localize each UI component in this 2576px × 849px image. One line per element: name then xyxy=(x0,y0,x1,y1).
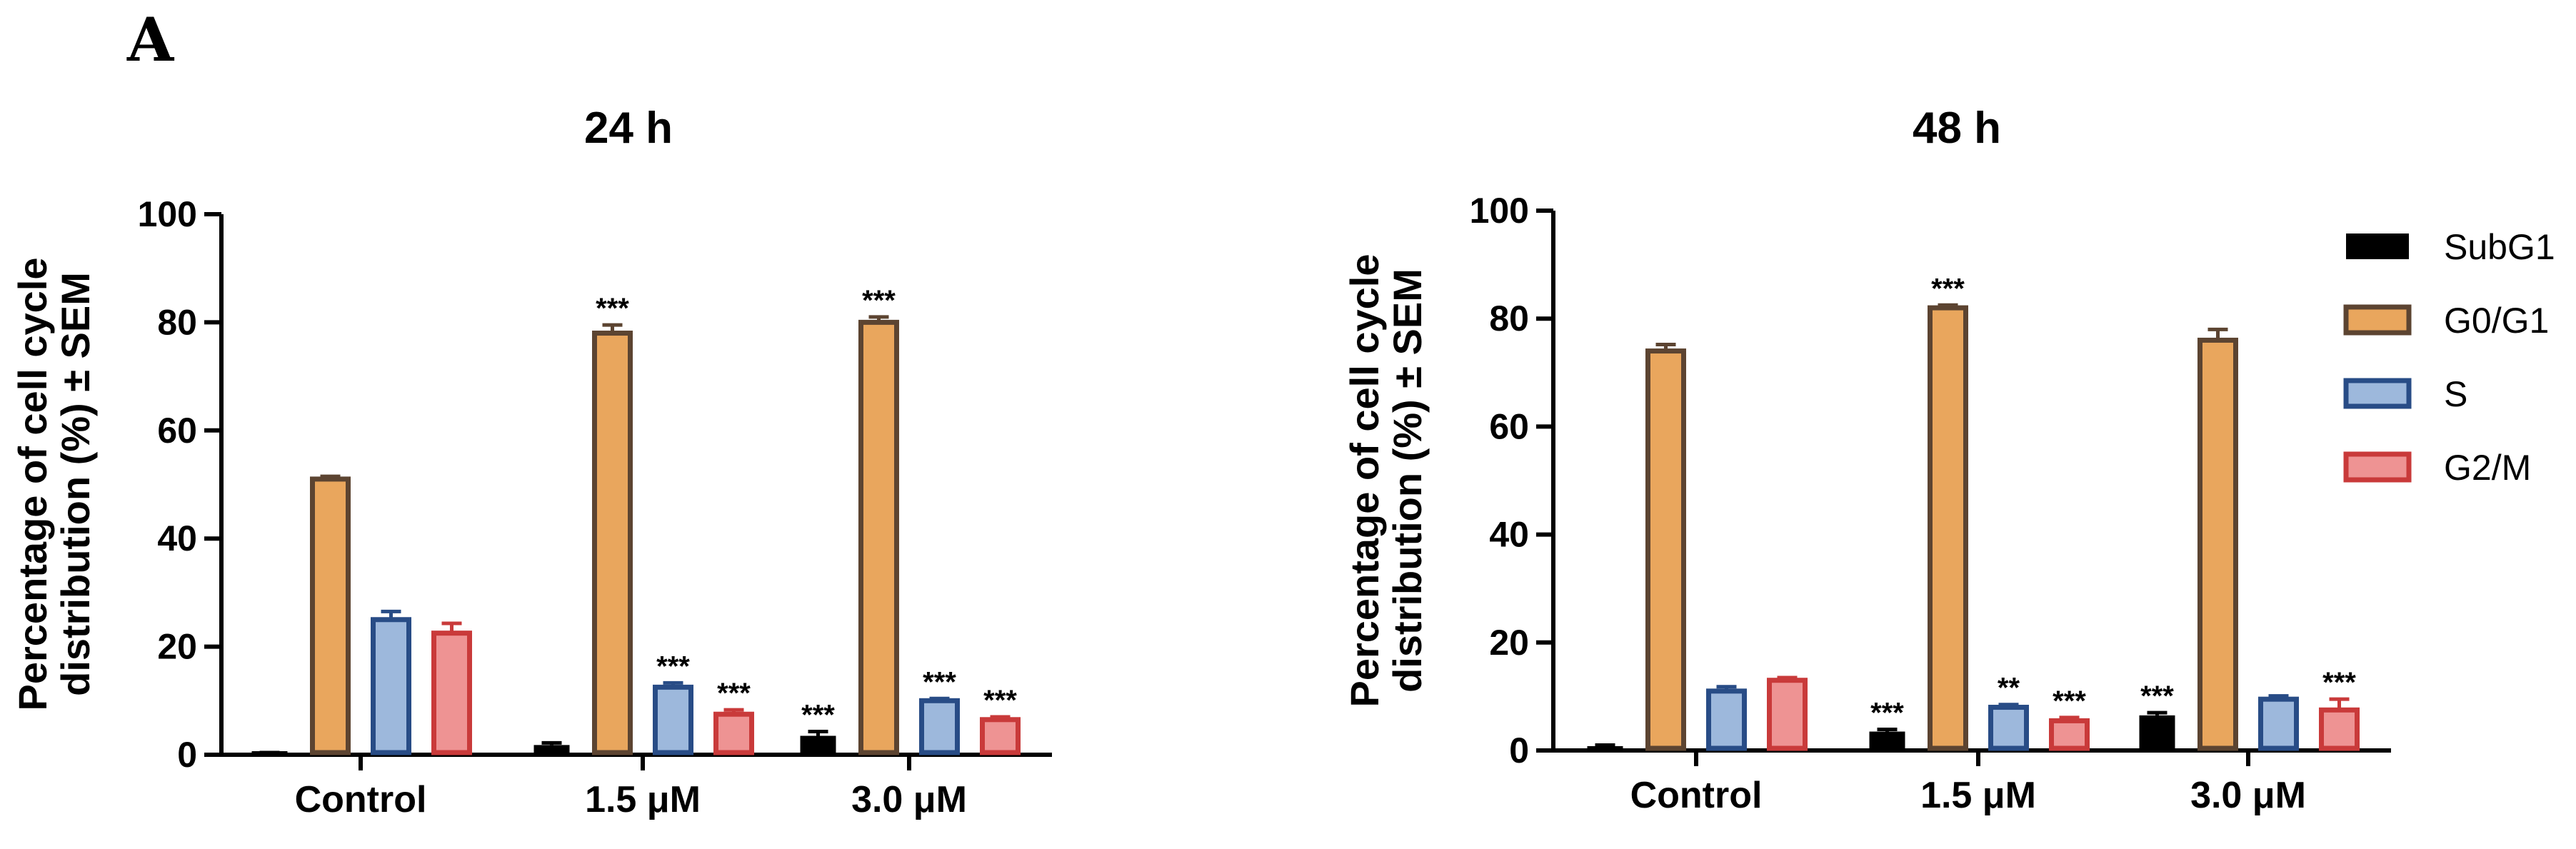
bar-subg1-3-0-m xyxy=(2139,715,2175,748)
bar-g2-m-1-5-m xyxy=(2049,718,2090,751)
y-tick-label: 40 xyxy=(1489,515,1529,555)
y-axis-label-line-1: Percentage of cell cycle xyxy=(1342,253,1387,707)
bar-subg1-control xyxy=(1587,745,1623,748)
bar-g0-g1-1-5-m xyxy=(1928,305,1968,751)
x-tick-label-1-5-m: 1.5 μM xyxy=(1920,775,2036,816)
legend-label-g2-m: G2/M xyxy=(2444,448,2531,488)
y-axis-label-line-2: distribution (%) ± SEM xyxy=(1385,268,1430,693)
legend: SubG1 G0/G1 S G2/M xyxy=(2343,227,2555,488)
significance-label: *** xyxy=(923,666,956,698)
significance-label: *** xyxy=(2322,667,2356,698)
x-tick-label-control: Control xyxy=(295,779,427,820)
bar-s-3-0-m xyxy=(919,698,960,755)
bar-g0-g1-3-0-m xyxy=(2197,337,2238,751)
legend-label-subg1: SubG1 xyxy=(2444,227,2555,267)
x-tick-label-1-5-m: 1.5 μM xyxy=(585,779,701,820)
significance-label: *** xyxy=(596,293,629,324)
bar-g0-g1-control xyxy=(310,476,351,755)
y-tick-label: 100 xyxy=(1470,191,1529,231)
significance-label: ** xyxy=(1998,673,2020,704)
significance-label: *** xyxy=(2053,685,2086,717)
bar-g2-m-1-5-m xyxy=(713,711,754,755)
bar-g2-m-3-0-m xyxy=(980,717,1021,755)
panel-label: A xyxy=(126,4,175,75)
y-axis-label-line-1: Percentage of cell cycle xyxy=(10,257,55,710)
chart-24h: 24 h Percentage of cell cycledistribution… xyxy=(10,104,1052,820)
bar-g0-g1-control xyxy=(1645,348,1686,751)
bar-s-1-5-m xyxy=(1988,705,2029,751)
legend-label-s: S xyxy=(2444,374,2467,414)
significance-label: *** xyxy=(2140,680,2174,712)
bar-s-control xyxy=(371,617,411,755)
x-tick-label-3-0-m: 3.0 μM xyxy=(851,779,967,820)
significance-label: *** xyxy=(656,650,690,682)
y-tick-label: 80 xyxy=(157,302,197,342)
y-tick-label: 0 xyxy=(177,735,197,775)
y-tick-label: 20 xyxy=(1489,623,1529,663)
significance-label: *** xyxy=(801,699,835,730)
chart-title: 24 h xyxy=(584,104,673,153)
bar-g2-m-3-0-m xyxy=(2319,707,2360,751)
bar-subg1-1-5-m xyxy=(1869,731,1905,748)
y-tick-label: 100 xyxy=(138,194,197,234)
bar-s-control xyxy=(1706,688,1747,751)
y-tick-label: 60 xyxy=(157,411,197,451)
legend-swatch-subg1 xyxy=(2346,233,2409,259)
bar-subg1-3-0-m xyxy=(800,735,836,753)
bar-g0-g1-1-5-m xyxy=(592,331,633,755)
chart-title: 48 h xyxy=(1913,104,2001,153)
significance-label: *** xyxy=(1931,273,1965,304)
significance-label: *** xyxy=(717,678,751,709)
bar-subg1-1-5-m xyxy=(533,745,570,753)
bar-g2-m-control xyxy=(1767,678,1808,751)
legend-swatch-g0-g1 xyxy=(2343,304,2412,336)
x-tick-label-control: Control xyxy=(1630,775,1763,816)
bar-g0-g1-3-0-m xyxy=(858,319,899,755)
x-tick-label-3-0-m: 3.0 μM xyxy=(2190,775,2306,816)
y-tick-label: 20 xyxy=(157,627,197,667)
y-tick-label: 0 xyxy=(1509,730,1529,770)
bar-g2-m-control xyxy=(431,631,472,755)
legend-swatch-s xyxy=(2343,378,2412,409)
y-tick-label: 40 xyxy=(157,518,197,558)
bar-s-3-0-m xyxy=(2258,696,2299,751)
legend-label-g0-g1: G0/G1 xyxy=(2444,301,2549,341)
y-axis-label-line-2: distribution (%) ± SEM xyxy=(53,272,98,696)
bar-s-1-5-m xyxy=(653,684,693,755)
significance-label: *** xyxy=(862,285,896,316)
significance-label: *** xyxy=(983,685,1017,716)
legend-swatch-g2-m xyxy=(2343,451,2412,483)
y-tick-label: 60 xyxy=(1489,406,1529,446)
y-tick-label: 80 xyxy=(1489,298,1529,338)
chart-48h: 48 h Percentage of cell cycledistribution… xyxy=(1342,104,2391,816)
significance-label: *** xyxy=(1870,698,1904,729)
